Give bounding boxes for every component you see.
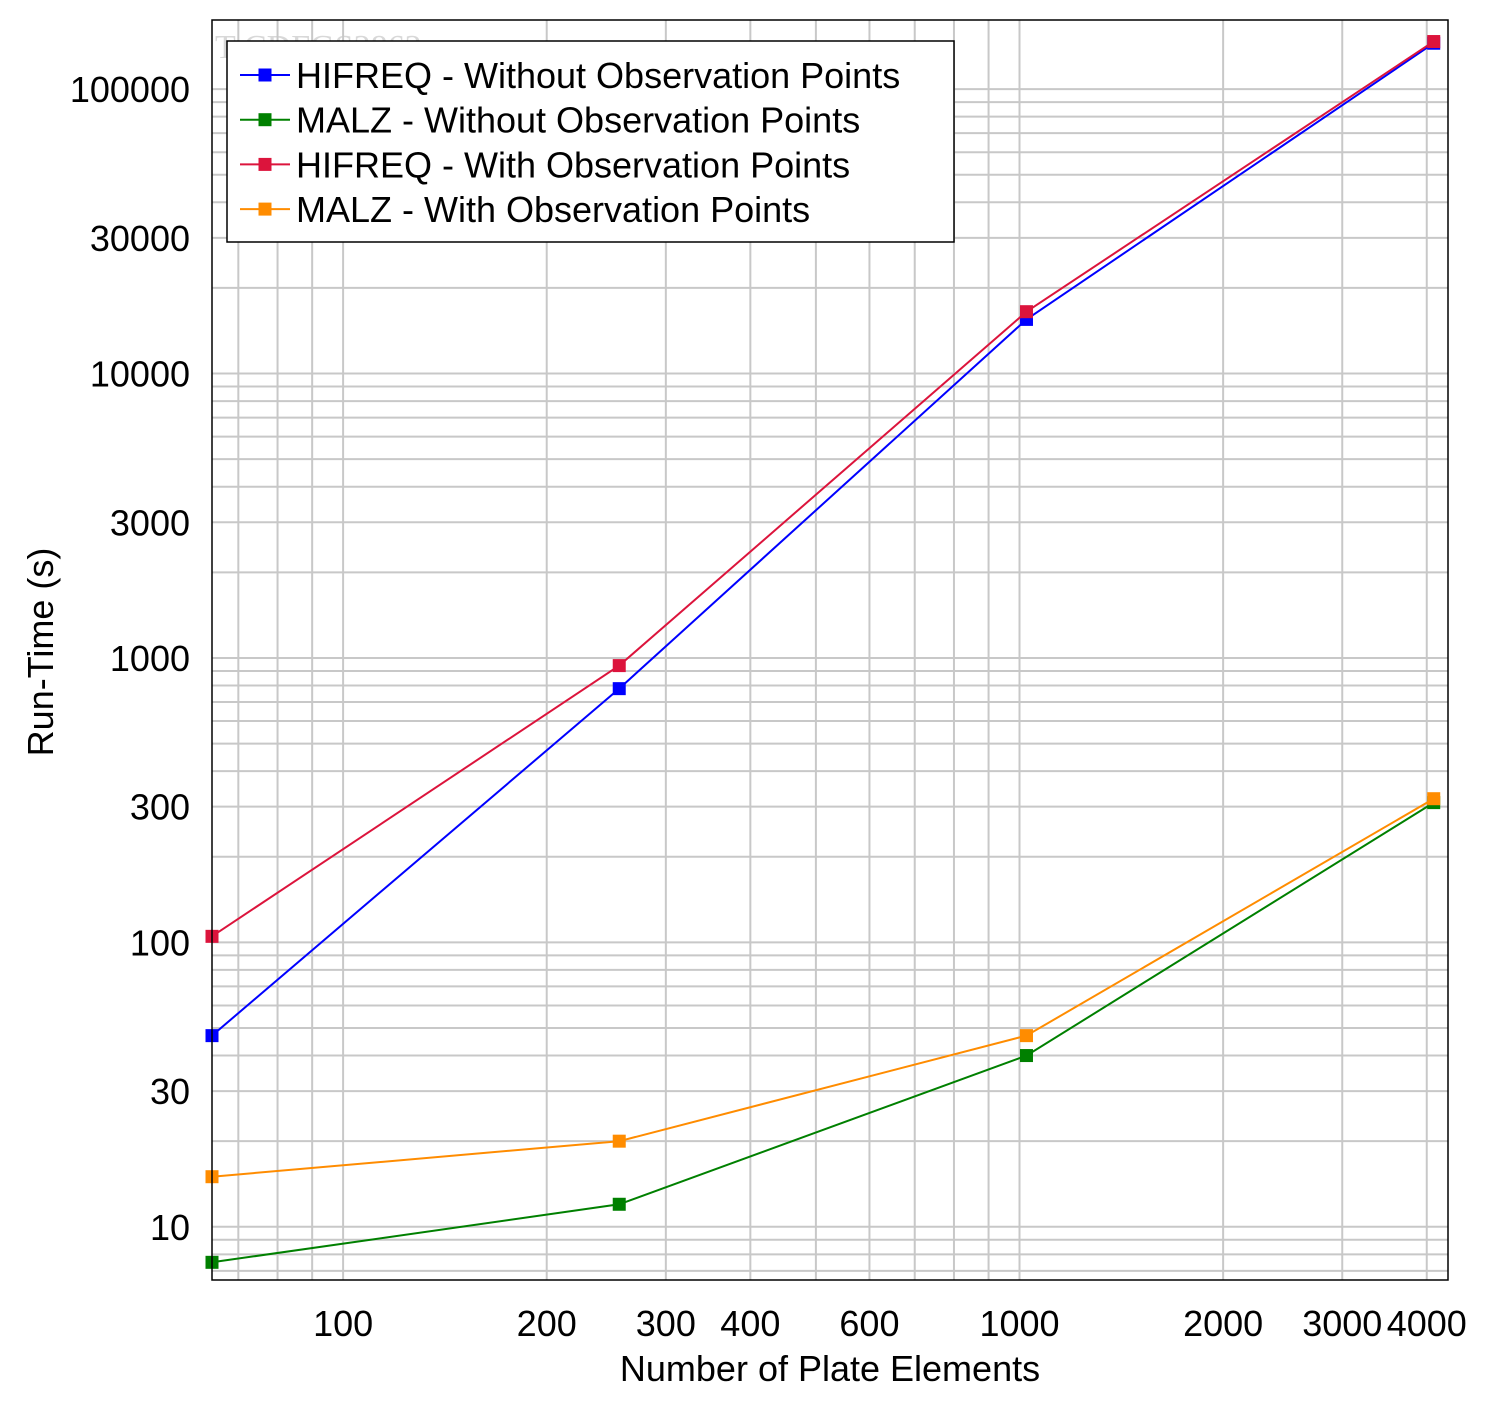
series-3 (205, 792, 1441, 1184)
y-tick-label: 30 (150, 1071, 190, 1112)
legend-swatch-marker (258, 157, 272, 171)
series-line (211, 40, 1435, 938)
x-tick-label: 4000 (1387, 1303, 1467, 1344)
data-point (1427, 792, 1441, 806)
legend-item: MALZ - Without Observation Points (240, 100, 860, 141)
series-line (211, 801, 1435, 1264)
legend-item: HIFREQ - Without Observation Points (240, 55, 900, 96)
x-tick-label: 300 (636, 1303, 696, 1344)
legend-swatch-marker (258, 113, 272, 127)
data-point (612, 1134, 626, 1148)
gridlines (212, 20, 1448, 1280)
y-tick-label: 300 (130, 787, 190, 828)
y-axis-title: Run-Time (s) (20, 548, 61, 757)
legend-label: MALZ - With Observation Points (296, 189, 810, 230)
x-tick-label: 100 (313, 1303, 373, 1344)
legend-label: HIFREQ - With Observation Points (296, 144, 850, 185)
data-point (612, 659, 626, 673)
legend-item: HIFREQ - With Observation Points (240, 144, 850, 185)
y-tick-label: 10000 (90, 354, 190, 395)
x-tick-label: 3000 (1302, 1303, 1382, 1344)
legend-swatch-marker (258, 202, 272, 216)
x-tick-label: 400 (720, 1303, 780, 1344)
data-point (1427, 35, 1441, 49)
plot-frame (211, 19, 1449, 1281)
legend-item: MALZ - With Observation Points (240, 189, 810, 230)
data-point (1019, 1029, 1033, 1043)
series-line (211, 797, 1435, 1178)
series-line (211, 42, 1435, 1037)
x-tick-label: 600 (839, 1303, 899, 1344)
y-tick-label: 100 (130, 922, 190, 963)
data-point (612, 1197, 626, 1211)
x-tick-label: 200 (517, 1303, 577, 1344)
legend: HIFREQ - Without Observation PointsMALZ … (226, 40, 955, 243)
x-axis-ticks: 100 200 300 400 600 1000 2000 3000 4000 (313, 1303, 1467, 1344)
legend-box (226, 40, 955, 243)
data-point (1019, 1049, 1033, 1063)
y-axis-ticks: 10 30 100 300 1000 3000 10000 30000 100000 (70, 69, 190, 1248)
y-tick-label: 1000 (110, 638, 190, 679)
data-point (612, 682, 626, 696)
y-tick-label: 30000 (90, 218, 190, 259)
y-tick-label: 3000 (110, 502, 190, 543)
data-point (1019, 305, 1033, 319)
y-tick-label: 10 (150, 1207, 190, 1248)
legend-swatch-marker (258, 68, 272, 82)
x-tick-label: 2000 (1183, 1303, 1263, 1344)
x-axis-title: Number of Plate Elements (620, 1348, 1040, 1389)
legend-label: MALZ - Without Observation Points (296, 100, 860, 141)
series-2 (205, 35, 1441, 943)
series-1 (205, 796, 1441, 1269)
legend-label: HIFREQ - Without Observation Points (296, 55, 900, 96)
y-tick-label: 100000 (70, 69, 190, 110)
x-tick-label: 1000 (979, 1303, 1059, 1344)
